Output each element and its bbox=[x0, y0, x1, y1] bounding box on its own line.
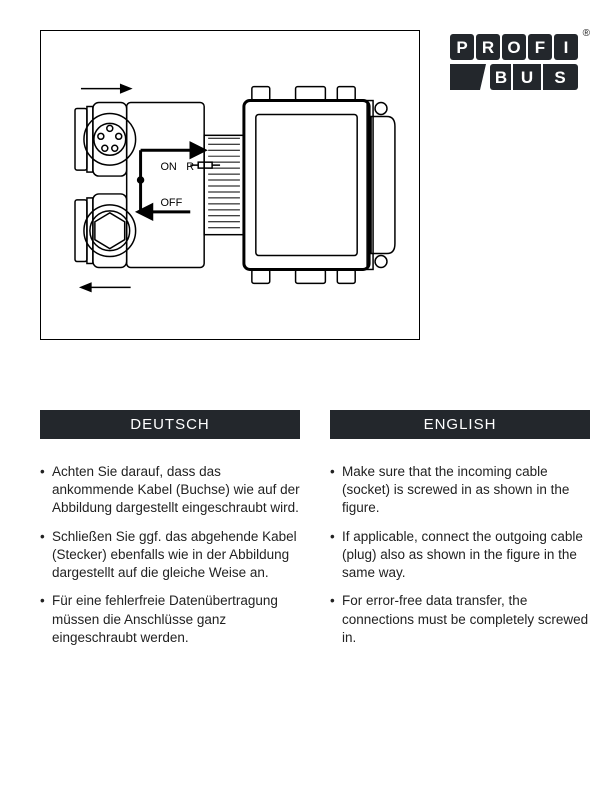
svg-text:B: B bbox=[495, 68, 507, 87]
svg-text:F: F bbox=[535, 38, 545, 57]
label-r: R bbox=[186, 161, 194, 173]
svg-text:U: U bbox=[521, 68, 533, 87]
label-on: ON bbox=[160, 161, 176, 173]
document-page: ON R OFF ® P R O F I B bbox=[0, 0, 600, 677]
connector-svg: ON R OFF bbox=[41, 31, 419, 339]
svg-text:S: S bbox=[554, 68, 565, 87]
language-columns: DEUTSCH Achten Sie darauf, dass das anko… bbox=[40, 410, 580, 657]
svg-text:P: P bbox=[456, 38, 467, 57]
list-item: If applicable, connect the outgoing cabl… bbox=[330, 528, 590, 583]
registered-mark: ® bbox=[583, 28, 590, 39]
svg-text:I: I bbox=[564, 38, 569, 57]
label-off: OFF bbox=[160, 197, 182, 209]
connector-diagram: ON R OFF bbox=[40, 30, 420, 340]
column-header-english: ENGLISH bbox=[330, 410, 590, 439]
list-item: For error-free data transfer, the connec… bbox=[330, 592, 590, 647]
list-item: Achten Sie darauf, dass das ankommende K… bbox=[40, 463, 300, 518]
column-header-deutsch: DEUTSCH bbox=[40, 410, 300, 439]
list-item: Für eine fehlerfreie Datenübertragung mü… bbox=[40, 592, 300, 647]
profibus-logo-svg: P R O F I B U S bbox=[450, 34, 580, 94]
list-english: Make sure that the incoming cable (socke… bbox=[330, 463, 590, 647]
list-item: Schließen Sie ggf. das abgehende Kabel (… bbox=[40, 528, 300, 583]
list-deutsch: Achten Sie darauf, dass das ankommende K… bbox=[40, 463, 300, 647]
svg-text:O: O bbox=[507, 38, 520, 57]
svg-text:R: R bbox=[482, 38, 494, 57]
top-row: ON R OFF ® P R O F I B bbox=[40, 30, 580, 340]
list-item: Make sure that the incoming cable (socke… bbox=[330, 463, 590, 518]
column-deutsch: DEUTSCH Achten Sie darauf, dass das anko… bbox=[40, 410, 300, 657]
column-english: ENGLISH Make sure that the incoming cabl… bbox=[330, 410, 590, 657]
profibus-logo: ® P R O F I B U S bbox=[450, 34, 580, 99]
